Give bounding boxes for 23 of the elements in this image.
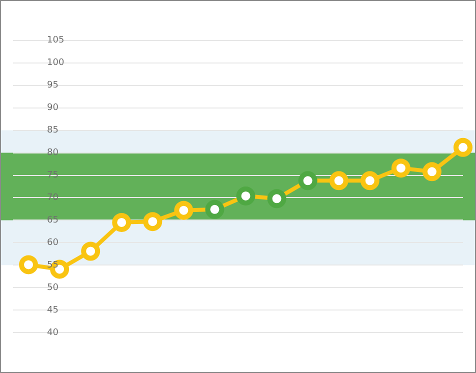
- point: [360, 171, 380, 190]
- point: [422, 162, 442, 182]
- y-tick-label: 85: [47, 126, 58, 136]
- point: [454, 138, 472, 157]
- point: [112, 212, 132, 232]
- y-tick-label: 95: [47, 80, 58, 91]
- point: [267, 189, 286, 208]
- y-tick-label: 60: [47, 238, 59, 248]
- y-tick-label: 40: [47, 328, 59, 338]
- point: [143, 212, 162, 232]
- point: [329, 171, 348, 190]
- y-tick-label: 100: [47, 58, 64, 68]
- y-tick-label: 45: [47, 305, 58, 316]
- point: [19, 255, 38, 274]
- point: [205, 200, 224, 219]
- point: [236, 186, 256, 206]
- y-tick-label: 105: [47, 36, 64, 46]
- y-tick-label: 90: [47, 103, 59, 114]
- point: [391, 158, 410, 178]
- point: [174, 200, 194, 220]
- y-tick-label: 50: [47, 282, 59, 293]
- point: [81, 242, 100, 261]
- point: [298, 171, 318, 190]
